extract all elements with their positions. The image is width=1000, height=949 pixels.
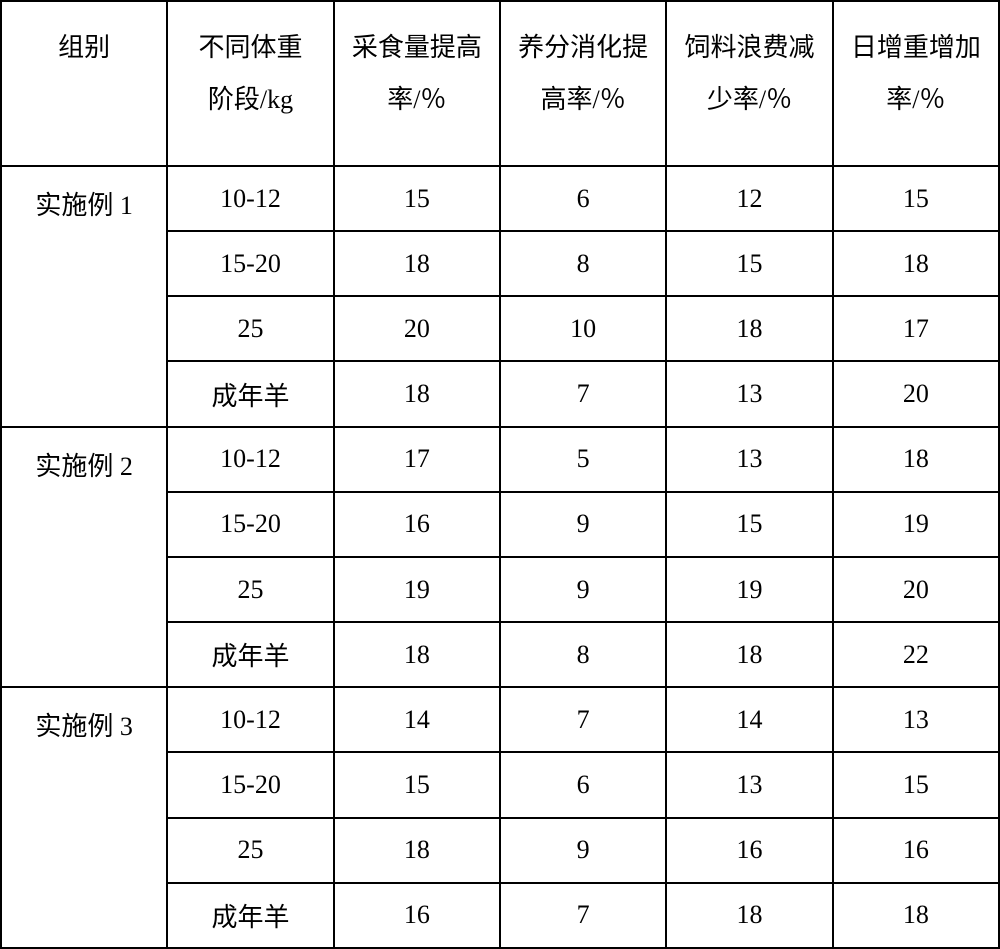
header-text-line2: 率/％ xyxy=(387,85,446,114)
data-cell: 17 xyxy=(334,427,500,492)
data-cell: 14 xyxy=(334,687,500,752)
data-cell: 16 xyxy=(334,883,500,948)
data-cell: 13 xyxy=(666,427,832,492)
data-cell: 5 xyxy=(500,427,666,492)
group-cell: 实施例 2 xyxy=(1,427,167,688)
data-cell: 15 xyxy=(334,166,500,231)
table-row: 实施例 2 10-12 17 5 13 18 xyxy=(1,427,999,492)
data-cell: 15-20 xyxy=(167,752,333,817)
data-cell: 18 xyxy=(666,883,832,948)
data-cell: 6 xyxy=(500,166,666,231)
header-text-line2: 率/％ xyxy=(886,85,945,114)
data-cell: 7 xyxy=(500,883,666,948)
data-cell: 18 xyxy=(833,231,999,296)
header-text-line1: 日增重增加 xyxy=(851,33,981,62)
data-cell: 16 xyxy=(833,818,999,883)
group-cell: 实施例 3 xyxy=(1,687,167,948)
data-cell: 18 xyxy=(334,361,500,426)
table-body: 实施例 1 10-12 15 6 12 15 15-20 18 8 15 18 … xyxy=(1,166,999,948)
data-cell: 7 xyxy=(500,361,666,426)
data-cell: 6 xyxy=(500,752,666,817)
data-cell: 15 xyxy=(833,166,999,231)
data-cell: 18 xyxy=(666,296,832,361)
data-cell: 15 xyxy=(334,752,500,817)
data-cell: 20 xyxy=(833,557,999,622)
data-cell: 10-12 xyxy=(167,166,333,231)
header-text-line2: 高率/％ xyxy=(541,85,626,114)
header-text-line2: 少率/％ xyxy=(707,85,792,114)
data-cell: 8 xyxy=(500,622,666,687)
data-cell: 20 xyxy=(833,361,999,426)
header-text-line1: 养分消化提 xyxy=(518,33,648,62)
header-text-line1: 饲料浪费减 xyxy=(684,33,814,62)
data-cell: 成年羊 xyxy=(167,622,333,687)
table-row: 实施例 3 10-12 14 7 14 13 xyxy=(1,687,999,752)
data-cell: 15 xyxy=(666,231,832,296)
data-cell: 9 xyxy=(500,557,666,622)
table-header-row: 组别 不同体重 阶段/kg 采食量提高 率/％ 养分消化提 高率/％ 饲料浪费减… xyxy=(1,1,999,166)
column-header-group: 组别 xyxy=(1,1,167,166)
data-cell: 9 xyxy=(500,818,666,883)
data-cell: 16 xyxy=(334,492,500,557)
data-cell: 8 xyxy=(500,231,666,296)
data-cell: 成年羊 xyxy=(167,883,333,948)
data-cell: 16 xyxy=(666,818,832,883)
data-cell: 18 xyxy=(334,622,500,687)
data-cell: 成年羊 xyxy=(167,361,333,426)
data-cell: 20 xyxy=(334,296,500,361)
data-cell: 25 xyxy=(167,557,333,622)
data-cell: 25 xyxy=(167,296,333,361)
data-cell: 19 xyxy=(334,557,500,622)
data-cell: 15 xyxy=(833,752,999,817)
data-cell: 14 xyxy=(666,687,832,752)
data-cell: 13 xyxy=(666,752,832,817)
data-cell: 7 xyxy=(500,687,666,752)
header-text-line1: 不同体重 xyxy=(198,33,302,62)
data-cell: 18 xyxy=(833,427,999,492)
data-cell: 13 xyxy=(666,361,832,426)
data-cell: 18 xyxy=(666,622,832,687)
group-cell: 实施例 1 xyxy=(1,166,167,427)
column-header-intake: 采食量提高 率/％ xyxy=(334,1,500,166)
data-cell: 18 xyxy=(334,231,500,296)
data-table: 组别 不同体重 阶段/kg 采食量提高 率/％ 养分消化提 高率/％ 饲料浪费减… xyxy=(0,0,1000,949)
data-cell: 10-12 xyxy=(167,687,333,752)
data-cell: 19 xyxy=(833,492,999,557)
column-header-weight: 不同体重 阶段/kg xyxy=(167,1,333,166)
column-header-gain: 日增重增加 率/％ xyxy=(833,1,999,166)
header-text: 组别 xyxy=(58,33,110,62)
data-cell: 22 xyxy=(833,622,999,687)
data-cell: 17 xyxy=(833,296,999,361)
data-cell: 18 xyxy=(334,818,500,883)
table-container: 组别 不同体重 阶段/kg 采食量提高 率/％ 养分消化提 高率/％ 饲料浪费减… xyxy=(0,0,1000,949)
column-header-waste: 饲料浪费减 少率/％ xyxy=(666,1,832,166)
data-cell: 18 xyxy=(833,883,999,948)
header-text-line1: 采食量提高 xyxy=(352,33,482,62)
data-cell: 10-12 xyxy=(167,427,333,492)
data-cell: 15 xyxy=(666,492,832,557)
table-row: 实施例 1 10-12 15 6 12 15 xyxy=(1,166,999,231)
column-header-digestion: 养分消化提 高率/％ xyxy=(500,1,666,166)
data-cell: 15-20 xyxy=(167,492,333,557)
data-cell: 9 xyxy=(500,492,666,557)
data-cell: 12 xyxy=(666,166,832,231)
data-cell: 15-20 xyxy=(167,231,333,296)
data-cell: 19 xyxy=(666,557,832,622)
data-cell: 13 xyxy=(833,687,999,752)
header-text-line2: 阶段/kg xyxy=(208,85,293,114)
data-cell: 25 xyxy=(167,818,333,883)
data-cell: 10 xyxy=(500,296,666,361)
